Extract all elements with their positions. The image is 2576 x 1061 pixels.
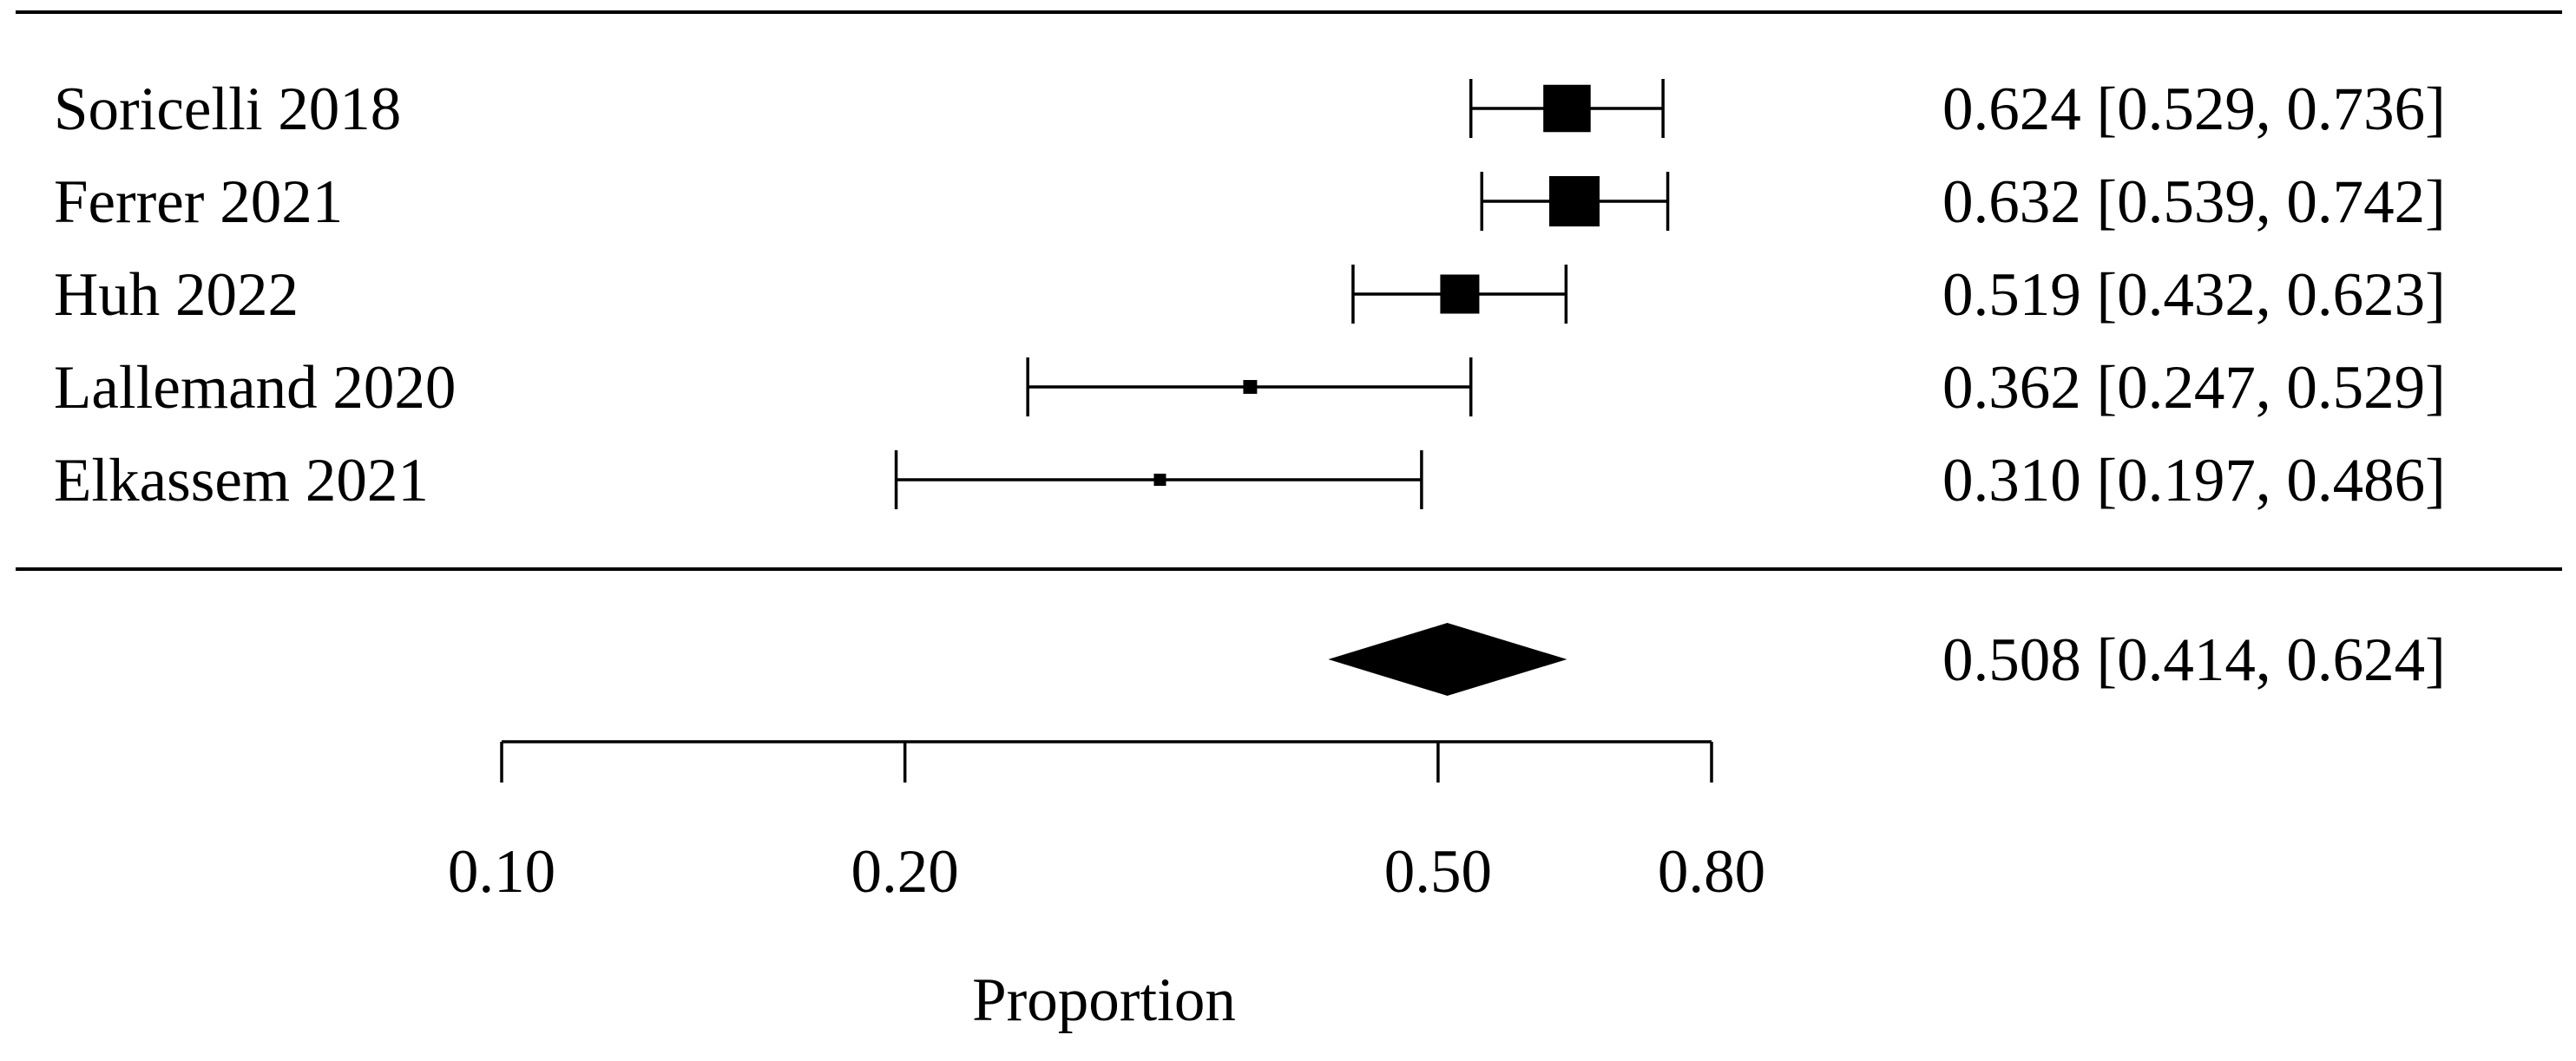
study-row: Huh 2022 0.519 [0.432, 0.623] [54, 261, 2446, 329]
summary-diamond [1328, 623, 1567, 696]
study-row: Ferrer 2021 0.632 [0.539, 0.742] [54, 168, 2446, 236]
point-estimate-square [1440, 274, 1480, 314]
x-axis: 0.10 0.20 0.50 0.80 [448, 740, 1765, 906]
x-axis-title: Proportion [972, 966, 1236, 1034]
study-name: Lallemand 2020 [54, 354, 456, 422]
estimate-label: 0.310 [0.197, 0.486] [1942, 447, 2446, 514]
point-estimate-square [1153, 474, 1166, 486]
summary-estimate-label: 0.508 [0.414, 0.624] [1942, 626, 2446, 694]
estimate-label: 0.624 [0.529, 0.736] [1942, 75, 2446, 143]
estimate-label: 0.362 [0.247, 0.529] [1942, 354, 2446, 422]
study-name: Elkassem 2021 [54, 447, 429, 514]
summary-row: 0.508 [0.414, 0.624] [1328, 623, 2446, 696]
estimate-label: 0.632 [0.539, 0.742] [1942, 168, 2446, 236]
point-estimate-square [1243, 380, 1258, 394]
study-name: Huh 2022 [54, 261, 299, 329]
point-estimate-square [1543, 84, 1591, 133]
x-tick-label: 0.10 [448, 838, 555, 906]
study-row: Soricelli 2018 0.624 [0.529, 0.736] [54, 75, 2446, 143]
x-tick-label: 0.80 [1658, 838, 1765, 906]
study-name: Soricelli 2018 [54, 75, 401, 143]
point-estimate-square [1548, 176, 1600, 226]
study-name: Ferrer 2021 [54, 168, 343, 236]
estimate-label: 0.519 [0.432, 0.623] [1942, 261, 2446, 329]
study-row: Lallemand 2020 0.362 [0.247, 0.529] [54, 354, 2446, 422]
x-tick-label: 0.20 [851, 838, 959, 906]
study-rows: Soricelli 2018 0.624 [0.529, 0.736] Ferrer… [54, 75, 2446, 514]
x-tick-label: 0.50 [1384, 838, 1492, 906]
study-row: Elkassem 2021 0.310 [0.197, 0.486] [54, 447, 2446, 514]
